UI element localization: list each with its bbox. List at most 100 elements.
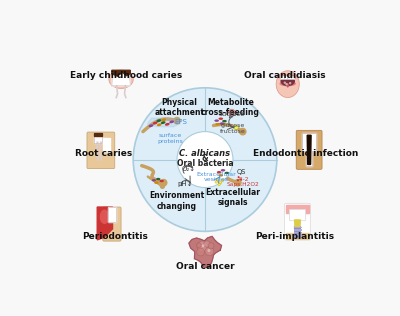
Text: Metabolite
cross-feeding: Metabolite cross-feeding: [201, 98, 260, 117]
Circle shape: [234, 179, 242, 186]
Text: Oral bacteria: Oral bacteria: [177, 160, 233, 168]
Ellipse shape: [153, 122, 158, 125]
Text: Oral candidiasis: Oral candidiasis: [244, 71, 326, 80]
Ellipse shape: [220, 122, 224, 125]
Ellipse shape: [276, 71, 299, 98]
Circle shape: [208, 243, 214, 249]
Circle shape: [217, 179, 219, 181]
Ellipse shape: [154, 181, 158, 184]
Text: Extracellular
signals: Extracellular signals: [206, 188, 260, 207]
Text: Physical
attachment: Physical attachment: [154, 98, 204, 117]
Circle shape: [284, 82, 286, 84]
Polygon shape: [294, 220, 300, 227]
Text: Al-2
Saps,H2O2: Al-2 Saps,H2O2: [227, 177, 260, 187]
FancyBboxPatch shape: [281, 76, 284, 80]
Ellipse shape: [218, 174, 223, 177]
Circle shape: [289, 82, 291, 84]
Text: Peri-implantitis: Peri-implantitis: [255, 232, 334, 241]
Ellipse shape: [214, 119, 219, 122]
Ellipse shape: [149, 124, 153, 127]
Circle shape: [221, 179, 224, 181]
Text: Root caries: Root caries: [75, 149, 133, 158]
Circle shape: [202, 244, 204, 247]
Polygon shape: [307, 135, 311, 164]
Ellipse shape: [221, 169, 225, 172]
Polygon shape: [108, 207, 116, 222]
FancyBboxPatch shape: [291, 76, 295, 80]
Circle shape: [197, 248, 204, 256]
Ellipse shape: [100, 210, 109, 224]
Ellipse shape: [279, 74, 296, 80]
Polygon shape: [286, 233, 309, 239]
Ellipse shape: [156, 119, 161, 122]
Polygon shape: [189, 236, 222, 267]
Circle shape: [197, 241, 208, 252]
Text: pH↓: pH↓: [177, 181, 193, 187]
FancyBboxPatch shape: [284, 76, 288, 80]
Circle shape: [160, 184, 165, 189]
Ellipse shape: [218, 118, 223, 120]
Circle shape: [285, 83, 288, 85]
FancyBboxPatch shape: [284, 204, 310, 240]
Circle shape: [240, 179, 242, 180]
Circle shape: [160, 179, 168, 186]
Text: O₂↓: O₂↓: [182, 166, 196, 172]
Text: Periodontitis: Periodontitis: [82, 232, 148, 241]
Circle shape: [204, 241, 210, 247]
Ellipse shape: [222, 120, 227, 122]
Circle shape: [173, 117, 181, 125]
Text: glucose
fructose: glucose fructose: [220, 123, 246, 134]
Ellipse shape: [169, 120, 174, 123]
Ellipse shape: [161, 121, 166, 124]
Ellipse shape: [157, 123, 162, 126]
Text: surface
proteins: surface proteins: [158, 133, 183, 143]
Polygon shape: [302, 133, 316, 166]
Text: EPS: EPS: [174, 119, 187, 125]
Circle shape: [196, 243, 201, 248]
Ellipse shape: [152, 179, 156, 181]
Polygon shape: [97, 207, 112, 240]
Ellipse shape: [109, 70, 133, 88]
Circle shape: [229, 109, 235, 116]
Text: Early childhood caries: Early childhood caries: [70, 71, 182, 80]
Text: &: &: [202, 154, 208, 163]
Circle shape: [237, 179, 239, 181]
Ellipse shape: [160, 180, 164, 182]
Polygon shape: [286, 204, 309, 213]
FancyBboxPatch shape: [87, 132, 115, 168]
Ellipse shape: [161, 118, 166, 121]
Ellipse shape: [280, 76, 295, 86]
Text: Sucrose: Sucrose: [218, 111, 244, 117]
Ellipse shape: [165, 123, 170, 126]
Ellipse shape: [280, 81, 296, 86]
Text: Oral cancer: Oral cancer: [176, 262, 234, 271]
Ellipse shape: [224, 172, 229, 174]
Polygon shape: [103, 138, 110, 152]
Circle shape: [177, 131, 233, 188]
Text: C. albicans: C. albicans: [180, 149, 230, 158]
FancyBboxPatch shape: [290, 210, 306, 221]
Ellipse shape: [215, 123, 220, 125]
Polygon shape: [294, 227, 300, 238]
Ellipse shape: [156, 178, 160, 180]
Polygon shape: [94, 133, 102, 143]
Ellipse shape: [234, 125, 239, 130]
Text: QS: QS: [236, 169, 246, 175]
Polygon shape: [112, 70, 130, 76]
Polygon shape: [148, 118, 181, 127]
Circle shape: [218, 183, 220, 185]
Circle shape: [239, 128, 247, 136]
FancyBboxPatch shape: [296, 131, 322, 169]
Circle shape: [215, 181, 218, 183]
Circle shape: [133, 88, 277, 231]
FancyBboxPatch shape: [103, 207, 121, 241]
Text: Environment
changing: Environment changing: [149, 191, 205, 211]
Text: Endodontic infection: Endodontic infection: [252, 149, 358, 158]
Circle shape: [238, 176, 240, 178]
Ellipse shape: [217, 171, 222, 173]
Polygon shape: [94, 133, 102, 137]
Ellipse shape: [286, 83, 289, 88]
Circle shape: [219, 181, 222, 184]
FancyBboxPatch shape: [288, 76, 291, 80]
Polygon shape: [112, 74, 130, 86]
